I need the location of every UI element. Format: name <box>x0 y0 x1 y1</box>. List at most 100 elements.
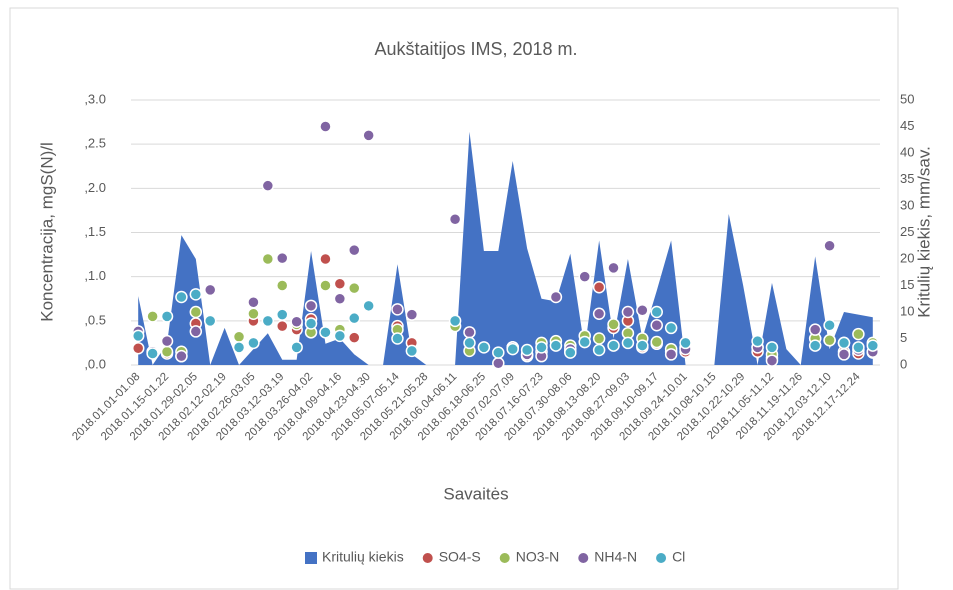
data-point <box>319 326 332 339</box>
data-point <box>448 213 462 226</box>
data-point <box>146 347 159 360</box>
y-tick-label: ,2.5 <box>84 136 106 151</box>
data-point <box>448 314 462 328</box>
y2-tick-label: 35 <box>900 171 914 186</box>
x-axis-title: Savaitės <box>443 484 508 503</box>
data-point <box>535 341 548 354</box>
data-point <box>362 299 375 313</box>
data-point <box>823 319 836 332</box>
y2-tick-label: 30 <box>900 197 914 212</box>
y2-tick-label: 40 <box>900 144 914 159</box>
data-point <box>261 179 275 192</box>
data-point <box>232 330 246 343</box>
y-tick-label: ,2.0 <box>84 180 106 195</box>
data-point <box>679 336 692 350</box>
data-point <box>592 332 606 345</box>
data-point <box>261 252 275 266</box>
data-point <box>362 129 375 142</box>
data-point <box>592 343 606 357</box>
data-point <box>650 305 663 319</box>
chart-border <box>9 7 899 590</box>
data-point <box>247 336 260 350</box>
data-point <box>348 331 361 344</box>
data-point <box>808 323 822 336</box>
data-point <box>621 305 635 319</box>
chart-title: Aukštaitijos IMS, 2018 m. <box>374 39 577 59</box>
data-point <box>650 335 663 349</box>
data-point <box>131 341 145 355</box>
legend-label: NO3-N <box>516 549 560 565</box>
y-tick-label: ,3.0 <box>84 91 106 106</box>
data-point <box>160 334 174 348</box>
data-point <box>319 279 332 292</box>
data-point <box>477 341 491 354</box>
data-point <box>852 327 865 341</box>
data-point <box>189 325 203 338</box>
legend-label: Kritulių kiekis <box>322 549 404 565</box>
legend-swatch <box>422 553 433 563</box>
data-point <box>333 292 347 305</box>
data-point <box>808 339 822 352</box>
data-point <box>189 288 203 301</box>
legend-label: NH4-N <box>594 549 637 565</box>
data-point <box>636 339 649 352</box>
data-point <box>751 334 764 348</box>
data-point <box>348 243 361 257</box>
data-point <box>275 279 289 292</box>
data-point <box>520 343 534 357</box>
legend-swatch <box>656 553 667 563</box>
data-point <box>664 321 678 335</box>
data-point <box>160 345 174 358</box>
data-point <box>391 303 404 316</box>
legend-swatch <box>305 552 317 564</box>
data-point <box>131 329 145 343</box>
data-point <box>175 290 188 304</box>
data-point <box>650 319 663 332</box>
data-point <box>578 270 591 283</box>
data-point <box>348 281 361 295</box>
data-point <box>549 339 563 352</box>
data-point <box>492 346 505 359</box>
legend-label: SO4-S <box>439 549 481 565</box>
data-point <box>852 341 865 354</box>
data-point <box>592 281 606 294</box>
data-point <box>607 318 620 331</box>
data-point <box>636 303 649 317</box>
data-point <box>275 319 289 333</box>
precipitation-area <box>138 131 873 365</box>
data-point <box>189 305 203 319</box>
data-point <box>765 341 779 354</box>
data-point <box>261 314 275 328</box>
data-point <box>664 348 678 361</box>
y-tick-label: ,1.5 <box>84 224 106 239</box>
data-point <box>564 346 577 359</box>
data-point <box>866 339 880 352</box>
y2-tick-label: 45 <box>900 118 914 133</box>
y2-tick-label: 10 <box>900 303 914 318</box>
data-point <box>823 334 836 347</box>
y-tick-label: ,0.5 <box>84 312 106 327</box>
data-point <box>290 341 303 354</box>
data-point <box>837 348 851 361</box>
y2-tick-label: 5 <box>900 330 907 345</box>
data-point <box>348 311 361 325</box>
y2-tick-label: 15 <box>900 277 914 292</box>
data-point <box>578 335 591 349</box>
data-point <box>175 349 188 363</box>
data-point <box>247 296 260 309</box>
y-tick-label: ,1.0 <box>84 268 106 283</box>
legend-swatch <box>578 553 589 563</box>
y2-tick-label: 50 <box>900 91 914 106</box>
data-point <box>463 326 476 339</box>
data-point <box>333 277 347 290</box>
y2-tick-label: 0 <box>900 356 907 371</box>
data-point <box>607 339 620 352</box>
data-point <box>607 261 620 275</box>
data-point <box>203 283 217 297</box>
data-point <box>203 314 217 328</box>
data-point <box>837 336 851 350</box>
data-point <box>405 308 419 321</box>
y-axis-title: Koncentracija, mgS(N)/l <box>37 142 56 322</box>
data-point <box>333 329 347 343</box>
